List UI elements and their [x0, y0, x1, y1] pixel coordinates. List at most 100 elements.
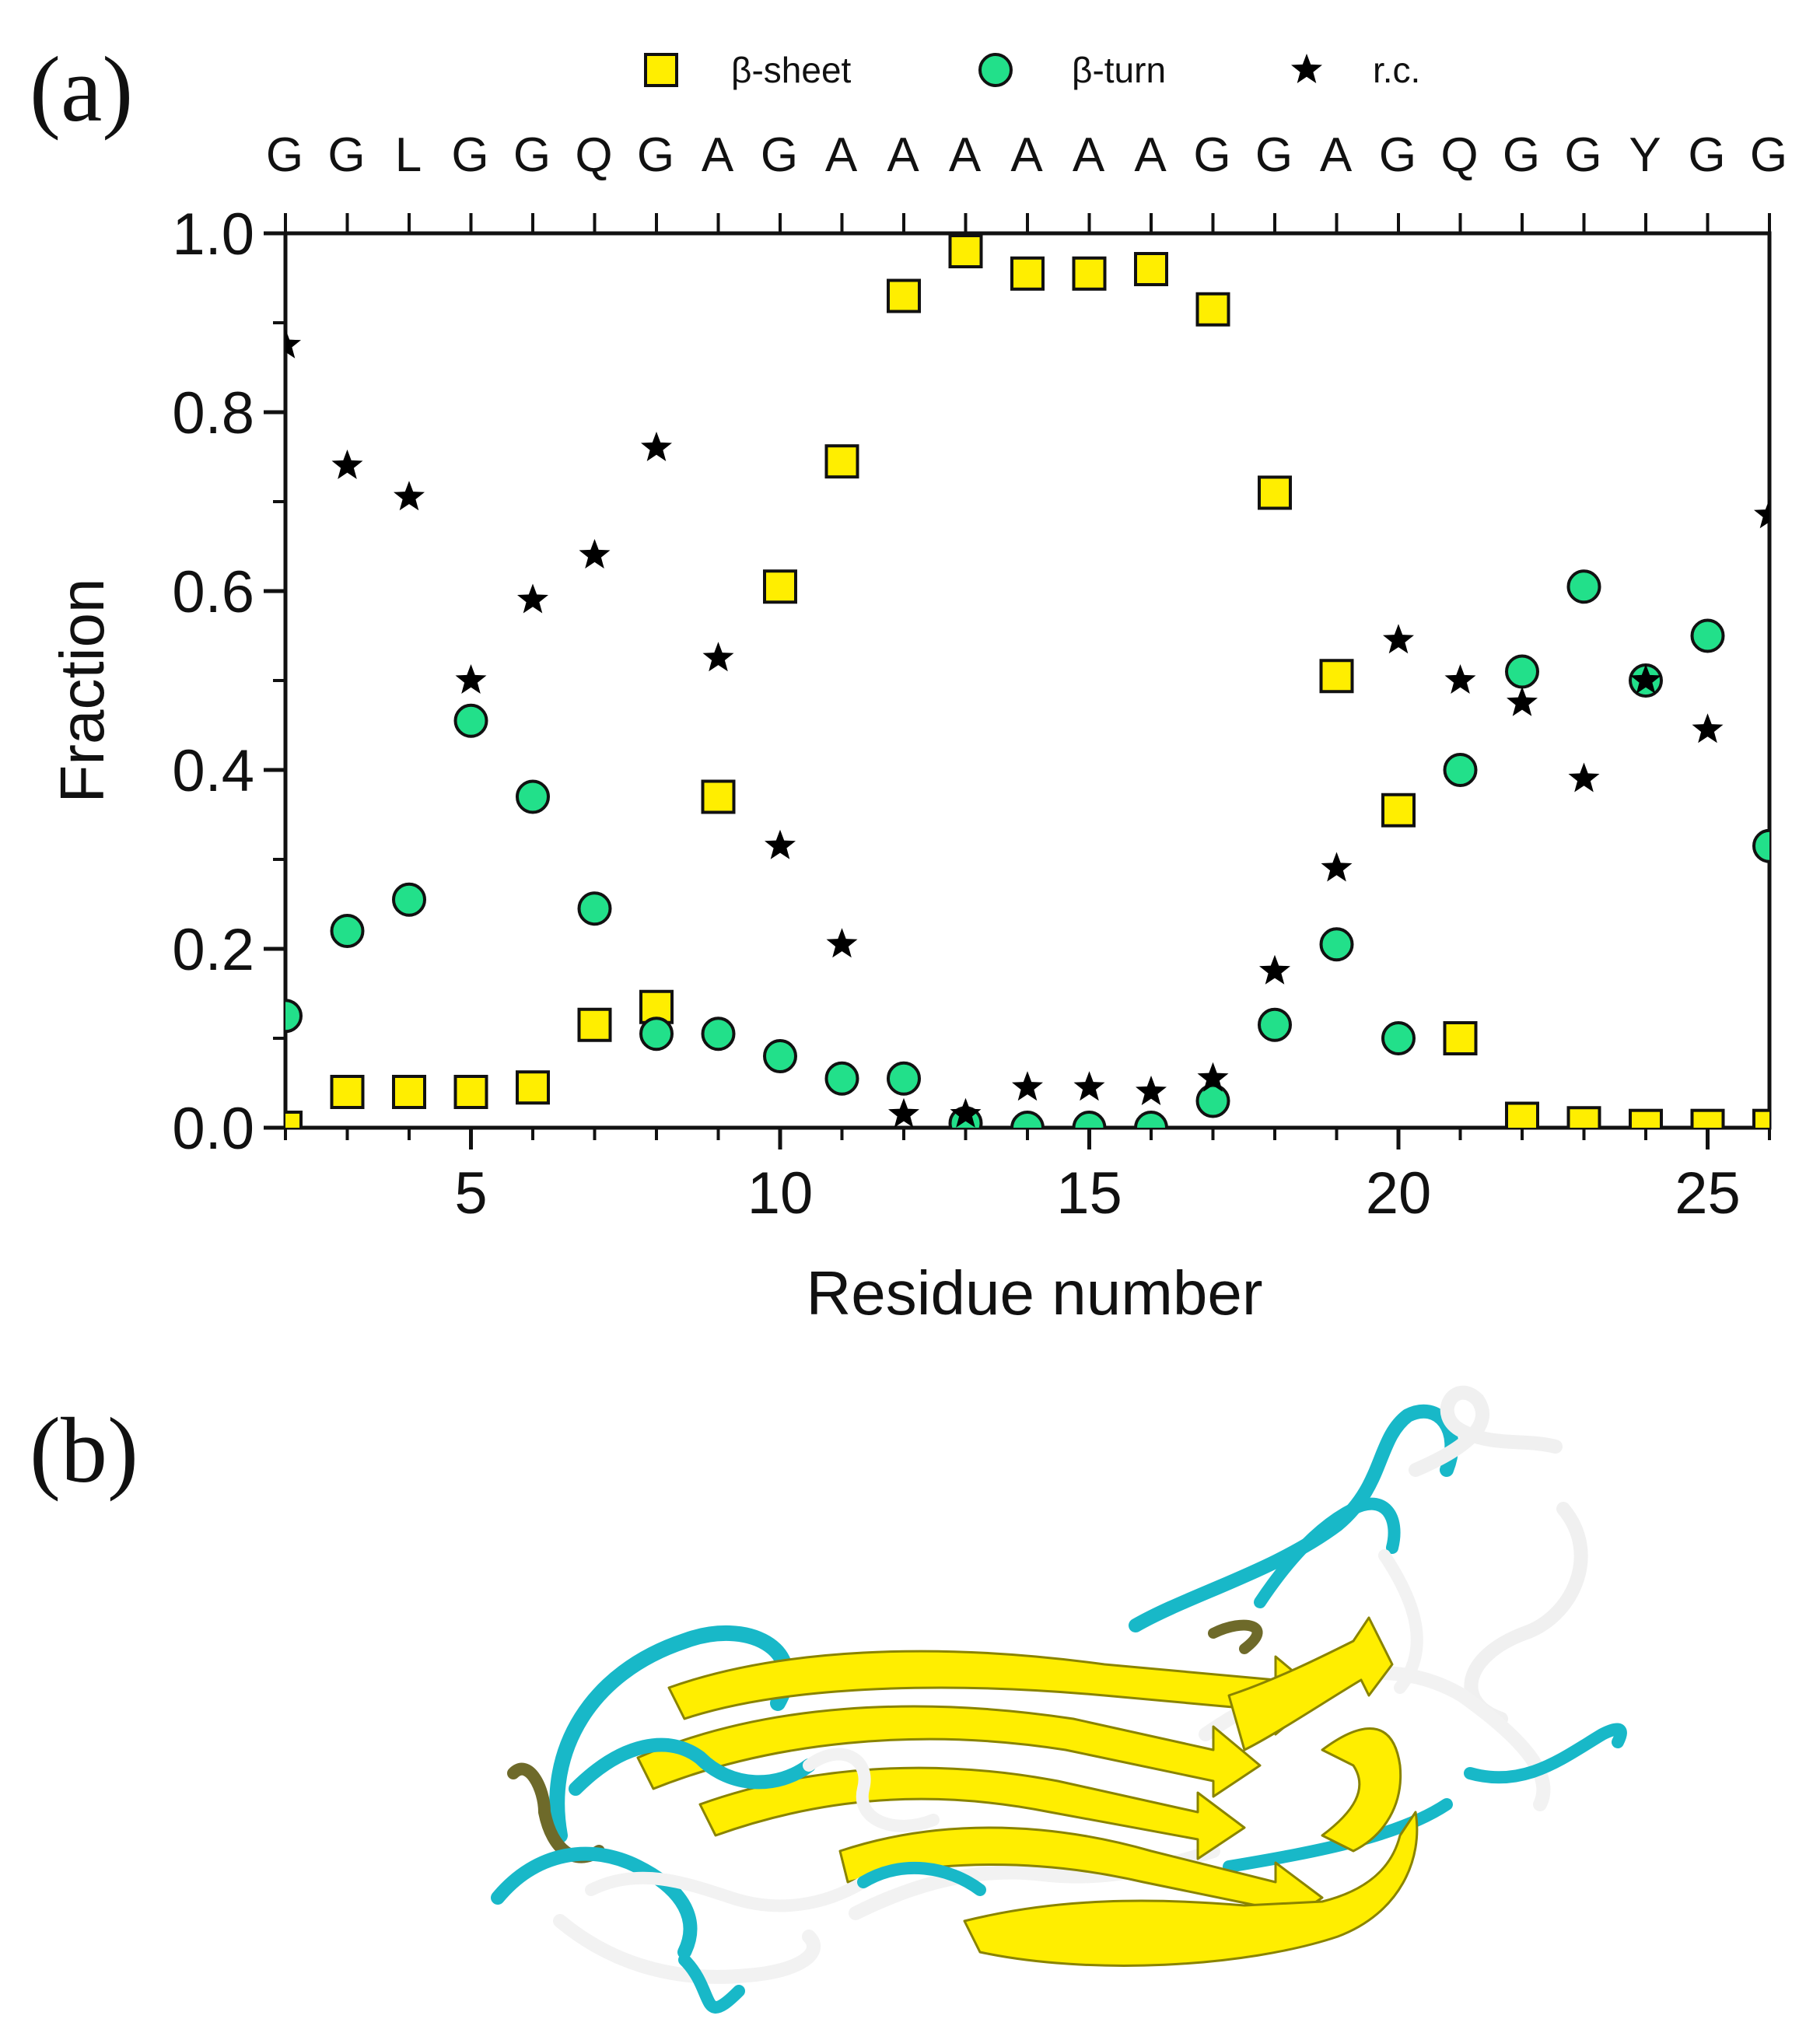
beta-sheet-point — [453, 1075, 488, 1109]
random-coil-point — [1630, 664, 1661, 694]
beta-sheet-point — [824, 444, 859, 479]
random-coil-point — [1197, 1062, 1229, 1092]
x-tick-label: 20 — [1366, 1160, 1432, 1226]
beta-sheet-point — [701, 779, 736, 814]
beta-sheet-point — [392, 1075, 426, 1109]
random-coil-point — [579, 539, 611, 569]
legend-marker-beta-turn-point — [978, 53, 1013, 87]
beta-turn-point — [285, 999, 303, 1034]
beta-sheet-point — [1566, 1106, 1601, 1128]
random-coil-point — [331, 450, 363, 479]
random-coil-point — [1692, 713, 1724, 744]
residue-letter: G — [1255, 128, 1294, 182]
x-tick-label: 25 — [1675, 1160, 1741, 1226]
residue-letter: A — [949, 128, 982, 182]
random-coil-point — [1073, 1071, 1105, 1101]
beta-sheet-point — [285, 1111, 303, 1128]
beta-turn-point — [824, 1061, 859, 1096]
residue-letter: A — [1010, 128, 1044, 182]
beta-turn-point — [1752, 828, 1769, 863]
residue-letter: A — [702, 128, 735, 182]
beta-sheet-point — [1319, 659, 1354, 694]
beta-turn-point — [1195, 1083, 1230, 1118]
residue-letter: Y — [1629, 128, 1662, 182]
legend-label: β-sheet — [731, 50, 852, 90]
residue-letter: A — [1320, 128, 1353, 182]
random-coil-point — [1444, 664, 1476, 694]
y-tick-label: 1.0 — [172, 201, 254, 268]
beta-sheet-point — [1258, 475, 1292, 510]
beta-turn-point — [1010, 1111, 1045, 1128]
residue-letter: G — [1750, 128, 1789, 182]
beta-turn-point — [701, 1016, 736, 1051]
y-axis-title: Fraction — [47, 579, 117, 803]
beta-sheet-point — [887, 278, 921, 313]
residue-letter: G — [451, 128, 490, 182]
residue-letter: G — [1503, 128, 1542, 182]
residue-letter: G — [513, 128, 552, 182]
random-coil-point — [394, 481, 425, 511]
beta-turn-point — [1505, 654, 1539, 689]
random-coil-point — [641, 432, 672, 461]
residue-letter: G — [1564, 128, 1603, 182]
y-tick-label: 0.6 — [172, 559, 254, 625]
beta-turn-point — [639, 1016, 674, 1051]
legend: β-sheet β-turn r.c. — [644, 50, 1420, 90]
beta-sheet-point — [1690, 1108, 1725, 1128]
beta-turn-point — [392, 882, 426, 917]
random-coil-point — [1136, 1076, 1167, 1105]
data-markers — [285, 234, 1769, 1128]
residue-letter: A — [887, 128, 920, 182]
beta-turn-point — [1690, 618, 1725, 653]
panel-label-a: (a) — [30, 37, 133, 141]
beta-turn-point — [1258, 1007, 1292, 1042]
y-tick-label: 0.4 — [172, 738, 254, 804]
random-coil-point — [765, 829, 796, 859]
beta-turn-point — [1072, 1111, 1107, 1128]
x-tick-label: 15 — [1056, 1160, 1122, 1226]
beta-sheet-point — [1072, 256, 1107, 291]
beta-turn-point — [1381, 1021, 1416, 1055]
residue-letter: G — [1193, 128, 1232, 182]
residue-letter: A — [825, 128, 859, 182]
beta-turn-point — [1566, 569, 1601, 604]
beta-sheet-point — [1505, 1101, 1539, 1128]
beta-sheet-point — [1629, 1108, 1663, 1128]
legend-marker-random-coil-point — [1291, 54, 1322, 83]
top-axis — [284, 213, 1771, 233]
beta-sheet-point — [330, 1075, 365, 1109]
beta-sheet-point — [1195, 292, 1230, 327]
protein-structure-illustration — [491, 1385, 1627, 2014]
plot-frame — [283, 231, 1772, 1130]
beta-sheet-point — [763, 569, 797, 604]
random-coil-point — [1259, 954, 1290, 985]
scatter-plot: 5 10 15 20 25 0.0 0.2 0.4 0.6 0.8 1.0 — [172, 201, 1772, 1226]
x-tick-label: 10 — [747, 1160, 814, 1226]
beta-turn-point — [1319, 927, 1354, 962]
random-coil-point — [455, 664, 487, 694]
legend-label: r.c. — [1373, 50, 1420, 90]
beta-turn-point — [763, 1039, 797, 1073]
y-tick-label: 0.0 — [172, 1096, 254, 1162]
residue-letter: G — [1688, 128, 1727, 182]
beta-turn-point — [1443, 753, 1478, 787]
residue-letter: G — [327, 128, 366, 182]
random-coil-point — [517, 583, 548, 614]
residue-letter: G — [637, 128, 676, 182]
residue-letter: G — [761, 128, 800, 182]
residue-letter: Q — [1440, 128, 1479, 182]
residue-letter: A — [1073, 128, 1106, 182]
beta-sheet-point — [516, 1070, 550, 1105]
beta-sheet-point — [1134, 252, 1168, 286]
random-coil-point — [1568, 762, 1600, 793]
residue-letter: Q — [575, 128, 614, 182]
random-coil-point — [1754, 499, 1769, 529]
legend-label: β-turn — [1072, 50, 1166, 90]
beta-sheet-point — [948, 234, 983, 268]
random-coil-point — [1383, 624, 1414, 654]
y-tick-label: 0.8 — [172, 380, 254, 446]
beta-turn-point — [516, 779, 550, 814]
random-coil-point — [1507, 686, 1538, 716]
